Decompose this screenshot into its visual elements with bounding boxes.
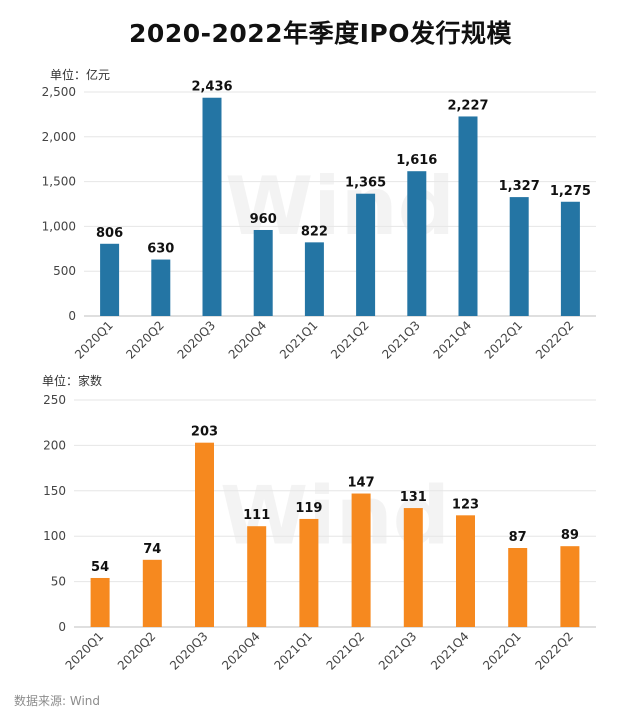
count-xtick-label: 2021Q3 [376, 629, 420, 673]
amount-bar [407, 171, 427, 316]
count-unit-label: 单位：家数 [42, 374, 103, 388]
count-xtick-label: 2020Q2 [115, 629, 159, 673]
count-ytick-label: 200 [43, 438, 66, 452]
amount-bar [151, 259, 171, 316]
amount-ytick-label: 1,500 [42, 175, 76, 189]
count-bar [90, 577, 110, 627]
amount-bar [100, 243, 120, 316]
count-data-label: 87 [509, 530, 527, 545]
amount-data-label: 1,327 [499, 179, 540, 194]
amount-ytick-label: 1,000 [42, 219, 76, 233]
count-data-label: 89 [561, 528, 579, 543]
amount-ytick-label: 0 [68, 309, 76, 323]
amount-data-label: 1,275 [550, 184, 591, 199]
amount-ytick-label: 2,500 [42, 85, 76, 99]
amount-data-label: 1,616 [396, 153, 437, 168]
amount-data-label: 806 [96, 226, 123, 241]
count-data-label: 203 [191, 425, 218, 440]
amount-data-label: 960 [250, 212, 277, 227]
amount-data-label: 2,227 [447, 98, 488, 113]
count-bar [195, 442, 214, 627]
count-xtick-label: 2020Q3 [167, 629, 211, 673]
amount-data-label: 822 [301, 224, 328, 239]
amount-bar [253, 229, 273, 316]
count-xtick-label: 2020Q1 [63, 629, 107, 673]
amount-bar [304, 242, 324, 316]
count-data-label: 147 [348, 476, 375, 491]
count-bar [403, 508, 423, 627]
amount-ytick-label: 500 [53, 264, 76, 278]
count-data-label: 123 [452, 497, 479, 512]
count-bar [247, 526, 267, 627]
count-xtick-label: 2020Q4 [219, 629, 263, 673]
count-ytick-label: 50 [51, 575, 66, 589]
count-data-label: 54 [91, 560, 109, 575]
count-bar [560, 546, 580, 627]
count-xtick-label: 2021Q4 [428, 629, 472, 673]
count-ytick-label: 150 [43, 484, 66, 498]
count-bar [456, 515, 475, 627]
count-bar [351, 493, 371, 627]
amount-bar [458, 116, 478, 316]
count-xtick-label: 2022Q1 [480, 629, 524, 673]
amount-data-label: 630 [147, 242, 174, 257]
count-ytick-label: 250 [43, 393, 66, 407]
amount-bar [202, 97, 222, 316]
chart-title: 2020-2022年季度IPO发行规模 [129, 19, 512, 48]
count-xtick-label: 2022Q2 [532, 629, 576, 673]
count-ytick-label: 0 [58, 620, 66, 634]
count-data-label: 111 [243, 508, 270, 523]
count-data-label: 119 [295, 501, 322, 516]
data-source-note: 数据来源: Wind [14, 694, 101, 708]
count-xtick-label: 2021Q1 [271, 629, 315, 673]
count-xtick-label: 2021Q2 [324, 629, 368, 673]
amount-bar [560, 201, 580, 316]
count-data-label: 131 [400, 490, 427, 505]
count-bar [299, 518, 319, 627]
amount-data-label: 1,365 [345, 176, 386, 191]
count-ytick-label: 100 [43, 529, 66, 543]
amount-ytick-label: 2,000 [42, 130, 76, 144]
count-data-label: 74 [143, 542, 161, 557]
count-bar [508, 548, 528, 627]
count-bar [142, 559, 162, 627]
amount-bar [509, 197, 529, 316]
amount-unit-label: 单位：亿元 [50, 68, 111, 82]
amount-bar [356, 193, 376, 316]
amount-data-label: 2,436 [191, 80, 232, 95]
